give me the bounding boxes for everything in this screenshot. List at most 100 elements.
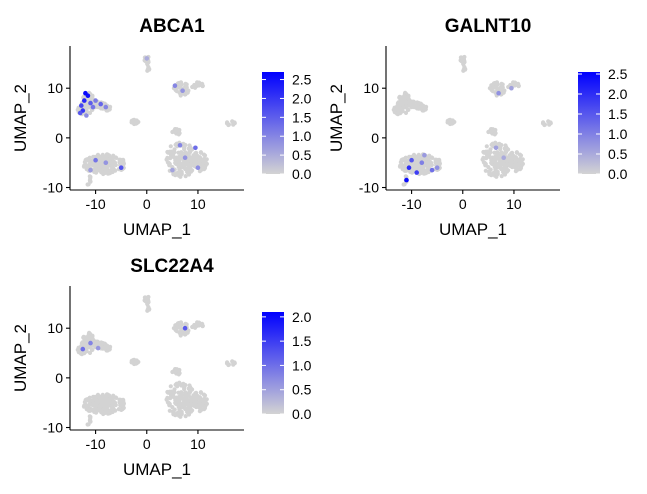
cell-point <box>193 161 198 166</box>
colorbar-tick-label: 1.5 <box>608 106 628 122</box>
cell-point <box>518 166 524 171</box>
cell-point <box>82 403 87 408</box>
cell-point <box>96 105 101 110</box>
cell-point <box>401 167 406 172</box>
cell-point <box>110 159 115 164</box>
cell-point <box>118 407 123 412</box>
cell-point <box>494 85 499 90</box>
cell-point <box>412 105 417 110</box>
cell-point <box>90 408 95 413</box>
cell-point <box>419 170 424 175</box>
colorbar <box>262 72 284 174</box>
cell-point <box>463 67 468 72</box>
cell-point <box>492 150 497 155</box>
plot-title: GALNT10 <box>445 16 532 37</box>
colorbar-legend: 0.0 0.5 1.0 1.5 2.0 2.5 <box>578 66 628 182</box>
cell-point <box>173 173 178 178</box>
cell-point <box>172 150 177 155</box>
expressing-cell-point <box>144 56 150 61</box>
expressing-cell-point <box>88 100 93 106</box>
expressing-cell-point <box>77 110 83 116</box>
colorbar-tick-label: 1.0 <box>292 357 312 373</box>
cell-point <box>407 100 412 105</box>
y-axis-label: UMAP_2 <box>11 324 30 392</box>
cell-point <box>489 173 494 178</box>
colorbar-tick-label: 2.0 <box>292 309 312 325</box>
cell-point <box>85 182 90 187</box>
cell-point <box>495 163 500 169</box>
y-tick-label: 0 <box>55 370 63 386</box>
cell-point <box>177 81 182 86</box>
cell-point <box>198 390 203 395</box>
expressing-cell-point <box>172 83 178 88</box>
cell-point <box>94 399 99 404</box>
expressing-cell-point <box>193 145 198 151</box>
expressing-cell-point <box>404 177 409 183</box>
cell-point <box>173 413 178 418</box>
cell-point <box>177 321 182 326</box>
colorbar-tick-label: 1.5 <box>292 109 312 125</box>
cell-point <box>89 347 94 353</box>
x-tick-label: 0 <box>143 196 151 212</box>
cell-point <box>175 384 180 389</box>
cell-point <box>411 152 417 157</box>
cell-point <box>503 150 508 155</box>
cell-point <box>231 360 236 365</box>
feature-plot-abca1: ABCA1 -10 0 10 -10 0 10 UMAP_1 UMAP_2 0.0 0.5 1.0 1.… <box>11 16 312 239</box>
cell-point <box>197 409 202 414</box>
colorbar-tick-label: 0.0 <box>292 166 312 182</box>
cell-point <box>90 334 95 339</box>
cell-point <box>177 159 182 165</box>
cell-point <box>176 150 181 155</box>
cell-point <box>143 299 148 304</box>
cell-point <box>84 101 89 107</box>
cell-point <box>494 171 499 177</box>
cell-point <box>204 401 209 406</box>
cell-point <box>193 156 198 161</box>
cell-point <box>193 401 198 406</box>
y-axis-label: UMAP_2 <box>11 84 30 152</box>
cell-point <box>99 163 104 168</box>
cell-point <box>489 157 494 163</box>
cell-point <box>204 161 209 166</box>
cell-point <box>430 155 435 160</box>
expressing-cell-point <box>414 170 420 175</box>
cell-point <box>105 164 111 169</box>
expressing-cell-point <box>195 165 201 170</box>
cell-point <box>183 414 188 419</box>
cell-point <box>84 106 89 111</box>
cell-point <box>88 179 93 184</box>
cell-point <box>502 146 507 151</box>
cell-point <box>85 422 90 427</box>
cell-point <box>499 160 504 165</box>
cell-point <box>88 401 93 407</box>
expressing-cell-point <box>84 113 89 118</box>
cell-point <box>183 150 188 155</box>
cell-point <box>121 399 126 404</box>
colorbar-tick-label: 2.0 <box>292 90 312 106</box>
expressing-cell-point <box>103 104 109 110</box>
cell-point <box>186 153 191 158</box>
cell-point <box>108 156 113 161</box>
y-tick-label: 10 <box>47 80 63 96</box>
colorbar-tick-label: 2.5 <box>608 66 628 82</box>
cell-point <box>187 167 192 173</box>
cell-point <box>84 341 89 347</box>
cell-point <box>406 94 411 99</box>
cell-points-group <box>391 54 553 187</box>
cell-point <box>82 163 87 168</box>
x-tick-label: -10 <box>85 436 105 452</box>
expressing-cell-point <box>90 104 96 110</box>
cell-point <box>96 168 101 173</box>
expressing-cell-point <box>103 160 109 165</box>
cell-point <box>493 81 498 86</box>
cell-point <box>433 157 438 162</box>
cell-point <box>404 161 409 167</box>
expressing-cell-point <box>501 155 507 160</box>
expressing-cell-point <box>88 167 93 173</box>
cell-point <box>499 150 504 155</box>
x-axis-label: UMAP_1 <box>123 460 191 479</box>
cell-point <box>401 182 406 187</box>
cell-point <box>99 403 104 408</box>
